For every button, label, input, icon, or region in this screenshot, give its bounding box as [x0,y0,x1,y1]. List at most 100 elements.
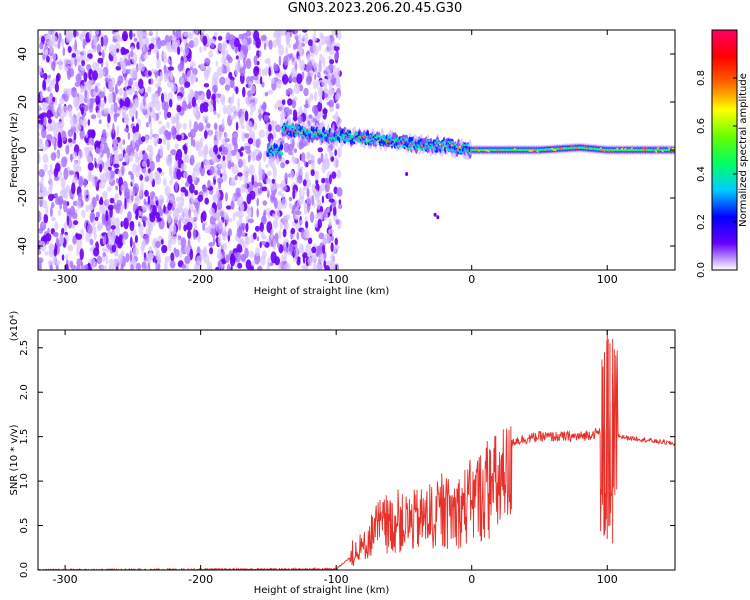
noise-cell [94,216,99,221]
noise-cell [38,104,42,110]
noise-cell [235,251,241,263]
noise-cell [65,145,70,155]
noise-cell [97,57,104,64]
noise-cell [81,59,85,67]
ridge-cell [302,127,306,130]
noise-cell [116,199,123,207]
noise-cell [215,60,218,67]
noise-cell [94,85,99,93]
noise-cell [158,194,165,207]
noise-cell [271,178,276,184]
noise-cell [183,32,188,38]
noise-cell [217,130,223,139]
ridge-cell [348,133,352,136]
noise-cell [238,215,243,227]
noise-cell [124,152,129,163]
noise-cell [64,234,68,240]
noise-cell [307,39,314,47]
noise-cell [148,78,152,85]
noise-cell [67,46,72,53]
noise-cell [141,204,148,211]
noise-cell [323,233,330,244]
noise-cell [331,171,337,179]
noise-cell [316,78,319,90]
noise-cell [282,228,287,238]
noise-cell [297,160,301,173]
noise-cell [277,190,282,196]
noise-cell [85,133,89,139]
noise-cell [303,230,308,242]
noise-cell [245,236,251,246]
noise-cell [234,210,239,217]
noise-cell [181,197,185,207]
noise-cell [80,84,84,94]
noise-cell [287,186,290,192]
noise-cell [85,263,89,270]
noise-cell [70,205,75,216]
y-tick-label: 0.0 [19,562,30,578]
noise-cell [143,53,148,60]
noise-cell [217,35,223,41]
noise-cell [333,71,338,79]
noise-cell [132,125,137,134]
noise-cell [43,163,48,173]
noise-cell [289,170,295,180]
noise-cell [134,96,139,107]
noise-cell [267,257,271,268]
noise-cell [268,66,271,77]
noise-cell [87,119,91,126]
noise-cell [209,247,214,255]
noise-cell [180,237,187,248]
noise-cell [236,151,240,160]
noise-cell [173,247,177,254]
noise-cell [169,195,175,204]
noise-cell [109,106,114,116]
noise-cell [311,246,317,254]
noise-cell [281,193,285,199]
noise-cell [142,108,148,116]
noise-cell [76,258,83,267]
noise-cell [290,227,296,235]
noise-cell [99,196,103,205]
noise-cell [293,148,297,153]
noise-cell [102,190,108,200]
noise-cell [335,219,340,225]
noise-cell [259,222,264,232]
noise-cell [69,261,74,268]
noise-cell [324,93,329,98]
noise-cell [96,67,103,73]
noise-cell [47,95,52,103]
noise-cell [256,60,260,66]
noise-cell [175,122,182,130]
noise-cell [298,41,303,53]
noise-cell [234,64,239,77]
noise-cell [118,141,123,150]
noise-cell [79,118,83,125]
noise-cell [258,167,263,178]
noise-cell [44,251,49,256]
noise-cell [333,156,339,169]
noise-cell [109,197,115,204]
noise-cell [66,215,70,226]
noise-cell [114,193,119,201]
noise-cell [59,136,62,147]
noise-cell [212,71,219,84]
noise-cell [225,49,229,56]
noise-cell [229,255,236,267]
noise-cell [92,70,98,81]
noise-cell [299,242,303,253]
noise-cell [82,117,88,128]
noise-cell [125,252,130,263]
noise-cell [134,235,138,243]
noise-cell [166,111,172,118]
y-tick-label: -20 [16,189,29,207]
noise-cell [114,83,118,93]
noise-cell [190,135,194,147]
noise-cell [330,156,335,162]
noise-cell [208,130,212,138]
noise-cell [118,87,123,96]
noise-cell [250,238,254,244]
noise-cell [284,221,289,230]
noise-cell [293,96,298,101]
noise-cell [126,60,132,66]
